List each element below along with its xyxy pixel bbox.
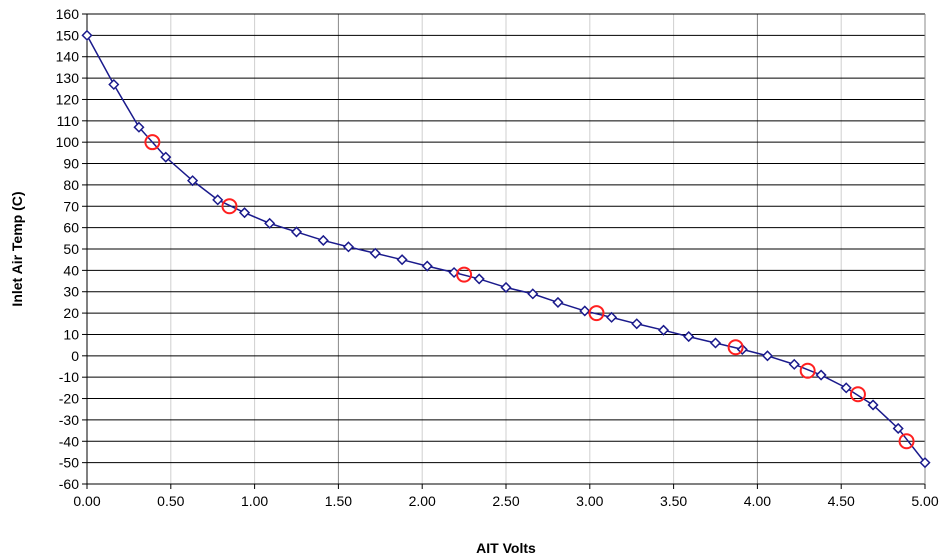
data-point-diamond <box>527 288 539 300</box>
y-tick-label: 40 <box>63 262 79 278</box>
data-point-diamond <box>788 358 800 370</box>
data-point-diamond <box>81 29 93 41</box>
y-tick-label: 130 <box>56 70 80 86</box>
x-tick-label: 1.00 <box>241 493 268 509</box>
y-tick-label: -50 <box>59 455 79 471</box>
data-point-diamond <box>683 331 695 343</box>
y-tick-label: -40 <box>59 433 79 449</box>
data-point-diamond <box>606 311 618 323</box>
x-tick-label: 2.50 <box>492 493 519 509</box>
y-tick-label: 30 <box>63 284 79 300</box>
data-point-diamond <box>317 234 329 247</box>
y-tick-label: 50 <box>63 241 79 257</box>
y-tick-label: 100 <box>56 134 80 150</box>
data-point-diamond <box>815 369 827 381</box>
y-axis-title: Inlet Air Temp (C) <box>9 191 25 306</box>
data-point-diamond <box>238 207 251 219</box>
data-point-circle <box>456 266 473 283</box>
y-tick-label: 90 <box>63 156 79 172</box>
data-point-diamond <box>160 151 172 163</box>
y-tick-label: 150 <box>56 27 80 43</box>
x-tick-label: 4.00 <box>744 493 771 509</box>
data-point-diamond <box>892 422 904 435</box>
x-tick-label: 1.50 <box>325 493 352 509</box>
x-tick-label: 3.50 <box>660 493 687 509</box>
data-point-diamond <box>709 337 722 349</box>
data-point-diamond <box>500 281 512 294</box>
data-point-diamond <box>919 457 931 469</box>
data-point-diamond <box>290 226 303 238</box>
data-point-diamond <box>342 241 355 253</box>
data-point-diamond <box>657 324 670 336</box>
data-point-circle <box>849 386 866 403</box>
data-point-diamond <box>187 175 199 187</box>
data-point-circle <box>144 134 161 151</box>
data-point-diamond <box>396 254 408 266</box>
data-point-diamond <box>579 305 591 317</box>
data-point-diamond <box>473 273 485 285</box>
x-axis-title: AIT Volts <box>476 540 536 556</box>
data-point-circle <box>727 339 744 356</box>
y-tick-label: 70 <box>63 198 79 214</box>
y-tick-label: -30 <box>59 412 79 428</box>
data-point-circle <box>799 362 816 379</box>
data-point-diamond <box>840 382 852 394</box>
x-tick-label: 0.00 <box>73 493 100 509</box>
data-point-diamond <box>867 399 879 411</box>
y-tick-label: -60 <box>59 476 79 492</box>
data-point-diamond <box>631 318 643 330</box>
x-tick-label: 5.00 <box>911 493 938 509</box>
data-point-diamond <box>369 247 381 259</box>
data-point-circle <box>898 433 915 450</box>
y-tick-label: -20 <box>59 391 79 407</box>
data-point-diamond <box>264 217 276 229</box>
data-point-diamond <box>212 194 224 206</box>
x-tick-label: 3.00 <box>576 493 603 509</box>
y-tick-label: 10 <box>63 326 79 342</box>
data-point-diamond <box>552 296 564 308</box>
data-point-circle <box>221 198 238 215</box>
y-tick-label: 140 <box>56 49 80 65</box>
x-tick-label: 0.50 <box>157 493 184 509</box>
data-point-diamond <box>421 260 433 272</box>
y-tick-label: 160 <box>56 6 80 22</box>
y-tick-label: -10 <box>59 369 79 385</box>
data-point-diamond <box>761 350 774 362</box>
x-tick-label: 2.00 <box>409 493 436 509</box>
y-tick-label: 110 <box>57 113 80 129</box>
x-tick-label: 4.50 <box>828 493 855 509</box>
y-tick-label: 60 <box>63 220 79 236</box>
y-tick-label: 120 <box>56 91 80 107</box>
y-tick-label: 0 <box>71 348 79 364</box>
data-point-circle <box>588 305 605 322</box>
y-tick-label: 80 <box>63 177 79 193</box>
data-point-diamond <box>108 78 120 91</box>
data-point-diamond <box>133 121 145 133</box>
y-tick-label: 20 <box>63 305 79 321</box>
